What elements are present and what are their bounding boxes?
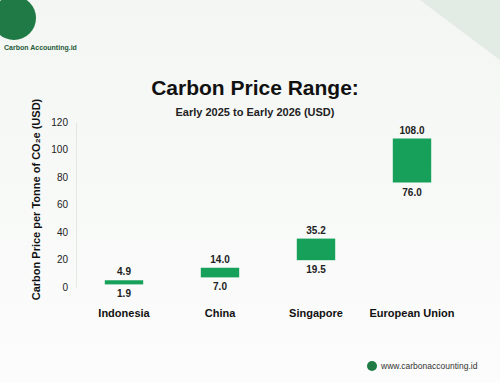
y-tick: 80: [57, 172, 76, 183]
data-label: 4.9: [117, 266, 131, 277]
x-tick-label: European Union: [370, 307, 455, 319]
data-label: 76.0: [402, 187, 422, 198]
x-tick: Indonesia: [98, 287, 150, 319]
background: [0, 0, 500, 383]
title: Carbon Price Range:: [151, 76, 359, 99]
y-tick-label: 120: [51, 117, 68, 128]
y-tick: 100: [51, 144, 76, 155]
data-labels: 1.9 7.0 19.5 76.0 4.9 14.0 35.2 108.0: [117, 125, 425, 300]
range-bar: [297, 239, 335, 261]
y-tick: 20: [57, 254, 76, 265]
data-label: 108.0: [399, 125, 424, 136]
chart: Carbon Accounting.id Carbon Price Range: E…: [0, 0, 500, 383]
logo-mark: [0, 0, 36, 40]
y-tick: 60: [57, 199, 76, 210]
footer-icon: [367, 361, 377, 371]
x-tick-label: China: [205, 307, 236, 319]
data-label: 1.9: [117, 288, 131, 299]
range-bar: [105, 280, 143, 284]
x-tick: Singapore: [289, 287, 343, 319]
y-axis-label: Carbon Price per Tonne of CO₂e (USD): [30, 98, 42, 300]
data-label: 19.5: [306, 264, 326, 275]
x-axis-line: [77, 287, 461, 288]
y-tick-label: 0: [62, 282, 68, 293]
y-axis-line: [76, 123, 77, 288]
range-bar: [201, 268, 239, 278]
footer-text: www.carbonaccounting.id: [380, 361, 478, 371]
data-label: 7.0: [213, 281, 227, 292]
y-tick: 40: [57, 227, 76, 238]
logo-text: Carbon Accounting.id: [4, 44, 77, 52]
y-axis: 0 20 40 60 80 100 120: [51, 117, 76, 293]
corner-decoration: [420, 0, 500, 60]
y-tick-label: 40: [57, 227, 69, 238]
x-tick-label: Indonesia: [98, 307, 150, 319]
range-bar: [393, 139, 431, 183]
y-tick-label: 20: [57, 254, 69, 265]
bars: [105, 139, 431, 285]
x-axis: Indonesia China Singapore European Union: [77, 287, 461, 319]
y-tick-label: 80: [57, 172, 69, 183]
data-label: 35.2: [306, 225, 326, 236]
y-tick-label: 60: [57, 199, 69, 210]
y-tick: 0: [62, 282, 76, 293]
y-tick-label: 100: [51, 144, 68, 155]
x-tick-label: Singapore: [289, 307, 343, 319]
data-label: 14.0: [210, 254, 230, 265]
subtitle: Early 2025 to Early 2026 (USD): [176, 106, 335, 118]
x-tick: European Union: [370, 287, 455, 319]
y-tick: 120: [51, 117, 76, 128]
